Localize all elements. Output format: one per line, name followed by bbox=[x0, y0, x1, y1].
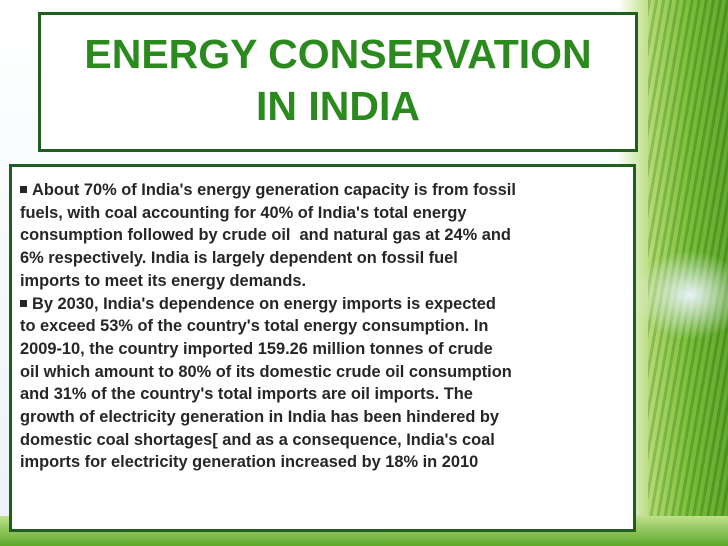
body-box: About 70% of India's energy generation c… bbox=[9, 164, 636, 532]
body-text: domestic coal shortages[ and as a conseq… bbox=[20, 430, 495, 449]
body-text: By 2030, India's dependence on energy im… bbox=[32, 294, 496, 313]
body-line: 2009-10, the country imported 159.26 mil… bbox=[20, 338, 493, 360]
body-line: By 2030, India's dependence on energy im… bbox=[20, 293, 496, 315]
body-text: oil which amount to 80% of its domestic … bbox=[20, 362, 512, 381]
body-text: and 31% of the country's total imports a… bbox=[20, 385, 473, 404]
body-line: consumption followed by crude oil and na… bbox=[20, 224, 511, 246]
body-line: 6% respectively. India is largely depend… bbox=[20, 247, 458, 269]
body-text: imports to meet its energy demands. bbox=[20, 271, 306, 290]
body-line: fuels, with coal accounting for 40% of I… bbox=[20, 202, 467, 224]
title-line: ENERGY CONSERVATION bbox=[84, 31, 592, 77]
body-line: imports to meet its energy demands. bbox=[20, 270, 306, 292]
body-line: oil which amount to 80% of its domestic … bbox=[20, 361, 512, 383]
body-line: imports for electricity generation incre… bbox=[20, 451, 478, 473]
body-text: 6% respectively. India is largely depend… bbox=[20, 249, 458, 268]
body-line: About 70% of India's energy generation c… bbox=[20, 179, 516, 201]
title-line: IN INDIA bbox=[256, 83, 420, 129]
bullet bbox=[20, 299, 27, 307]
body-line: growth of electricity generation in Indi… bbox=[20, 406, 499, 428]
body-text: consumption followed by crude oil and na… bbox=[20, 226, 511, 245]
body-text: growth of electricity generation in Indi… bbox=[20, 408, 500, 426]
bullet bbox=[20, 186, 27, 193]
body-line: to exceed 53% of the country's total ene… bbox=[20, 315, 488, 337]
sky-patch bbox=[633, 250, 728, 340]
body-text: to exceed 53% of the country's total ene… bbox=[20, 317, 489, 336]
title-box: ENERGY CONSERVATION IN INDIA bbox=[38, 12, 638, 152]
body-text: fuels, with coal accounting for 40% of I… bbox=[20, 203, 467, 222]
body-text: 2009-10, the country imported 159.26 mil… bbox=[20, 339, 493, 358]
body-line: and 31% of the country's total imports a… bbox=[20, 383, 473, 405]
body-text: About 70% of India's energy generation c… bbox=[32, 181, 516, 199]
body-text: imports for electricity generation incre… bbox=[20, 453, 479, 472]
body-line: domestic coal shortages[ and as a conseq… bbox=[20, 429, 495, 451]
